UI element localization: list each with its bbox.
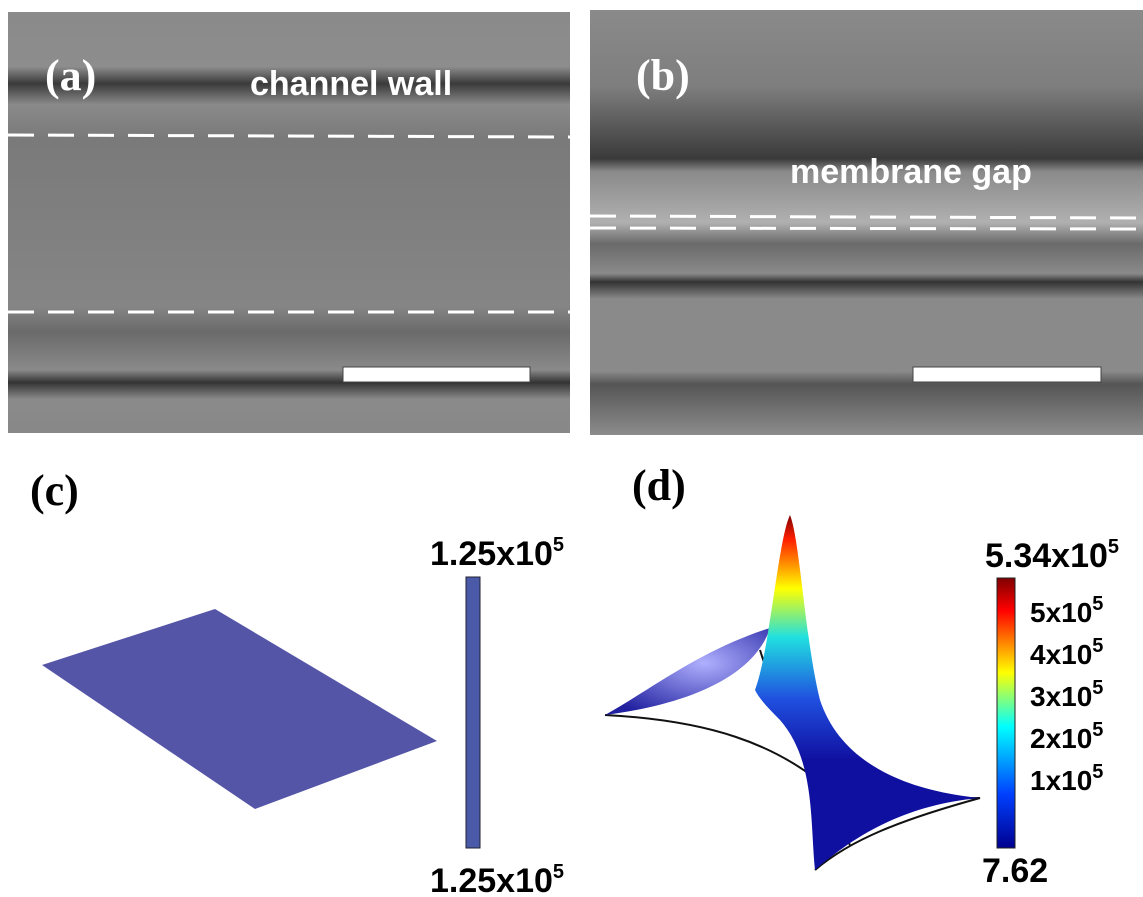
colorbar — [466, 577, 480, 848]
colorbar-min: 1.25x105 — [430, 861, 564, 897]
caption: membrane gap — [790, 153, 1032, 191]
scale-bar — [343, 367, 530, 382]
colorbar-max: 5.34x105 — [985, 536, 1119, 575]
panel-label: (b) — [636, 51, 690, 100]
scale-bar — [913, 367, 1101, 382]
panel-label: (a) — [45, 51, 96, 100]
colorbar-tick-label: 1x105 — [1030, 761, 1103, 796]
colorbar-tick-label: 2x105 — [1030, 719, 1103, 754]
colorbar-tick-label: 3x105 — [1030, 677, 1103, 712]
figure: (a) channel wall (b) membrane gap (c) 1.… — [0, 0, 1143, 897]
surface-flap — [605, 628, 770, 715]
colorbar — [997, 578, 1015, 848]
flat-membrane — [42, 609, 437, 809]
surface-peak — [755, 515, 980, 870]
panel-label: (d) — [632, 461, 686, 510]
colorbar-max: 1.25x105 — [430, 534, 564, 573]
colorbar-tick-label: 5x105 — [1030, 593, 1103, 628]
panel-label: (c) — [30, 466, 79, 515]
caption: channel wall — [250, 65, 452, 103]
colorbar-tick-label: 4x105 — [1030, 635, 1103, 670]
colorbar-min: 7.62 — [982, 852, 1048, 890]
